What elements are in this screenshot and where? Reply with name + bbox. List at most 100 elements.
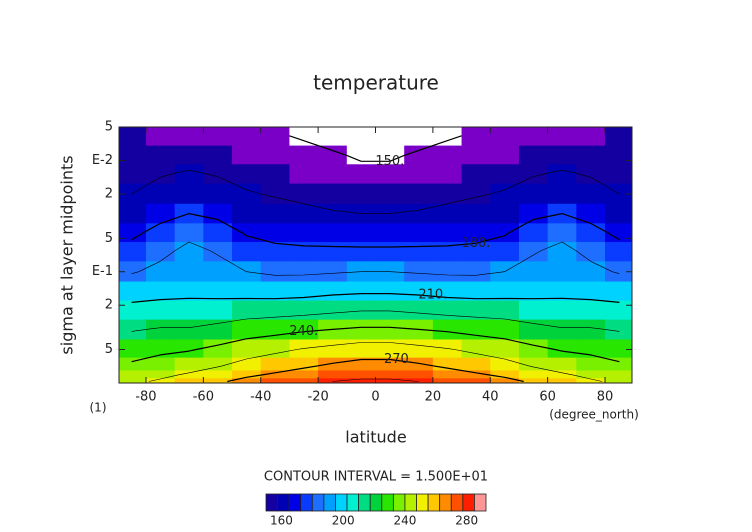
cell bbox=[461, 145, 491, 165]
cell bbox=[461, 127, 491, 147]
cell bbox=[145, 319, 176, 340]
cell bbox=[318, 339, 348, 359]
cell bbox=[605, 127, 633, 147]
cell bbox=[576, 164, 606, 185]
colorbar-box bbox=[358, 493, 371, 512]
cell bbox=[260, 183, 290, 205]
cell bbox=[576, 370, 606, 379]
cell bbox=[232, 339, 262, 359]
x-tick-label: -80 bbox=[135, 390, 156, 405]
cell bbox=[432, 378, 463, 384]
cell bbox=[605, 339, 633, 359]
cell bbox=[260, 242, 290, 262]
cell bbox=[203, 300, 233, 321]
cell bbox=[518, 242, 549, 262]
cell bbox=[232, 164, 262, 185]
cell bbox=[232, 242, 262, 262]
y-tick-label: E-1 bbox=[92, 264, 113, 279]
colorbar-tick-label: 280 bbox=[455, 514, 478, 528]
cell bbox=[119, 164, 147, 185]
colorbar-tick-label: 240 bbox=[393, 514, 416, 528]
cell bbox=[547, 183, 577, 205]
contour-line bbox=[131, 326, 620, 363]
cell bbox=[490, 183, 520, 205]
cell bbox=[232, 145, 262, 165]
cell bbox=[232, 319, 262, 340]
cell bbox=[518, 203, 549, 224]
colorbar-box bbox=[404, 493, 417, 512]
cell bbox=[547, 319, 577, 340]
cell bbox=[119, 319, 147, 340]
cell bbox=[174, 357, 204, 371]
cell bbox=[518, 300, 549, 321]
x-tick-label: 60 bbox=[539, 390, 556, 405]
cell bbox=[346, 242, 376, 262]
cell bbox=[346, 183, 376, 205]
colorbar-box bbox=[392, 493, 406, 512]
cell bbox=[289, 357, 319, 371]
y-tick-label: 5 bbox=[105, 231, 113, 246]
cell bbox=[432, 357, 463, 371]
cell bbox=[119, 378, 147, 384]
cell bbox=[260, 164, 290, 185]
y-axis-label: sigma at layer midpoints bbox=[58, 155, 77, 354]
cell bbox=[375, 242, 405, 262]
cell bbox=[260, 281, 290, 302]
cell bbox=[346, 319, 376, 340]
cell bbox=[605, 203, 633, 224]
cell bbox=[518, 281, 549, 302]
cell bbox=[490, 223, 520, 243]
cell bbox=[232, 127, 262, 147]
cell bbox=[605, 300, 633, 321]
cell bbox=[404, 183, 434, 205]
cell bbox=[432, 183, 463, 205]
cell bbox=[174, 378, 204, 384]
cell bbox=[145, 164, 176, 185]
cell bbox=[576, 145, 606, 165]
cell bbox=[576, 300, 606, 321]
colorbar-box bbox=[439, 493, 452, 512]
cell bbox=[547, 242, 577, 262]
cell bbox=[174, 300, 204, 321]
cell bbox=[318, 300, 348, 321]
cell bbox=[145, 183, 176, 205]
cell bbox=[404, 145, 434, 165]
cell bbox=[432, 300, 463, 321]
cell bbox=[318, 357, 348, 371]
contour-line bbox=[148, 342, 603, 382]
cell bbox=[145, 145, 176, 165]
cell bbox=[289, 281, 319, 302]
x-axis-label: latitude bbox=[345, 428, 406, 447]
cell bbox=[432, 319, 463, 340]
cell bbox=[174, 127, 204, 147]
cell bbox=[547, 127, 577, 147]
cell bbox=[404, 261, 434, 283]
cell bbox=[119, 145, 147, 165]
cell bbox=[547, 261, 577, 283]
cell bbox=[318, 127, 348, 147]
cell bbox=[174, 370, 204, 379]
cell bbox=[260, 203, 290, 224]
y-tick-label: 5 bbox=[105, 120, 113, 135]
cell bbox=[232, 378, 262, 384]
cell bbox=[461, 281, 491, 302]
cell bbox=[289, 300, 319, 321]
cell bbox=[289, 339, 319, 359]
colorbar-box bbox=[369, 493, 383, 512]
cell bbox=[605, 164, 633, 185]
cell bbox=[432, 370, 463, 379]
cell bbox=[461, 357, 491, 371]
cell bbox=[346, 378, 376, 384]
cell bbox=[518, 183, 549, 205]
cell bbox=[576, 127, 606, 147]
cell bbox=[346, 223, 376, 243]
contour-label: 180. bbox=[461, 236, 490, 251]
cell bbox=[289, 223, 319, 243]
chart-title: temperature bbox=[313, 71, 439, 95]
cell bbox=[203, 261, 233, 283]
cell bbox=[375, 300, 405, 321]
cell bbox=[432, 339, 463, 359]
contour-line bbox=[131, 213, 620, 248]
cell bbox=[605, 145, 633, 165]
